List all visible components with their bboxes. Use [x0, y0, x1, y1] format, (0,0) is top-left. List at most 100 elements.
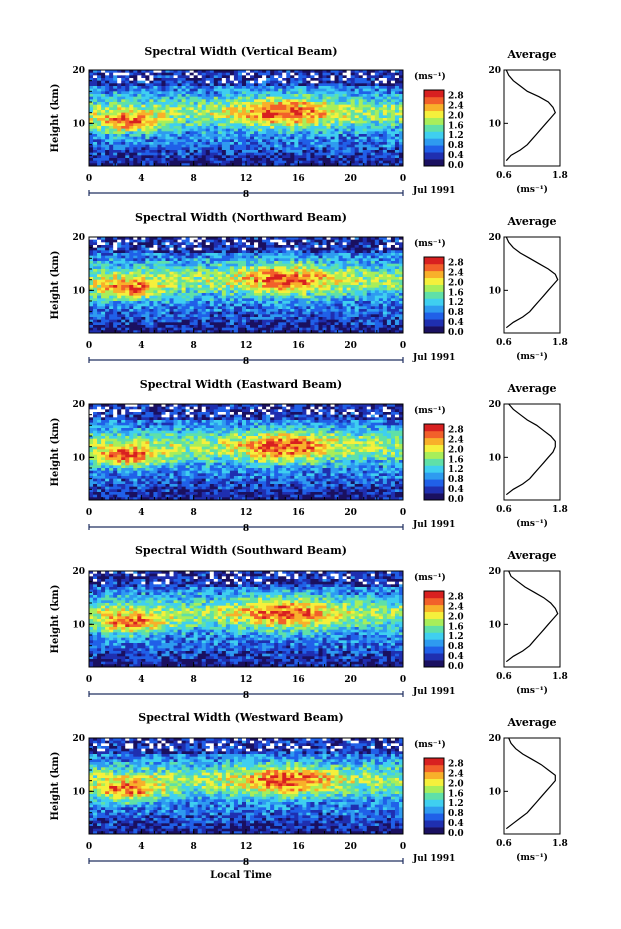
heatmap-cell	[113, 247, 118, 251]
heatmap-cell	[213, 290, 219, 294]
heatmap-cell	[133, 104, 138, 108]
heatmap-cell	[125, 126, 130, 130]
heatmap-cell	[117, 144, 122, 148]
heatmap-cell	[258, 144, 263, 148]
heatmap-cell	[157, 139, 162, 143]
heatmap-cell	[250, 75, 255, 79]
heatmap-cell	[153, 274, 158, 278]
heatmap-cell	[366, 253, 372, 257]
time-tick-label: 4	[138, 174, 144, 184]
heatmap-cell	[149, 269, 154, 273]
heatmap-cell	[197, 99, 203, 103]
heatmap-cell	[133, 269, 138, 273]
heatmap-cell	[117, 142, 122, 146]
heatmap-cell	[386, 147, 392, 151]
heatmap-cell	[358, 163, 364, 167]
heatmap-cell	[177, 261, 182, 265]
heatmap-cell	[181, 78, 187, 82]
heatmap-cell	[105, 245, 110, 249]
heatmap-cell	[225, 99, 231, 103]
heatmap-cell	[93, 293, 98, 297]
heatmap-cell	[101, 155, 106, 159]
heatmap-cell	[290, 279, 295, 283]
heatmap-cell	[137, 250, 142, 254]
heatmap-cell	[125, 237, 130, 241]
heatmap-cell	[229, 293, 235, 297]
heatmap-cell	[250, 277, 255, 281]
heatmap-cell	[109, 255, 114, 259]
heatmap-cell	[282, 150, 287, 154]
heatmap-cell	[366, 131, 372, 135]
heatmap-cell	[330, 155, 335, 159]
heatmap-cell	[213, 86, 219, 90]
heatmap-cell	[105, 266, 110, 270]
heatmap-cell	[250, 303, 255, 307]
heatmap-cell	[217, 250, 223, 254]
heatmap-cell	[189, 242, 195, 246]
heatmap-cell	[189, 131, 195, 135]
heatmap-cell	[93, 88, 98, 92]
heatmap-cell	[282, 110, 287, 114]
heatmap-cell	[274, 287, 279, 291]
heatmap-cell	[262, 102, 267, 106]
heatmap-cell	[109, 152, 114, 156]
heatmap-cell	[382, 255, 388, 259]
heatmap-cell	[282, 144, 287, 148]
heatmap-cell	[157, 72, 162, 76]
heatmap-cell	[398, 290, 404, 294]
heatmap-cell	[137, 142, 142, 146]
heatmap-cell	[326, 112, 331, 116]
heatmap-cell	[201, 86, 207, 90]
heatmap-cell	[254, 78, 259, 82]
heatmap-cell	[258, 263, 263, 267]
heatmap-cell	[221, 163, 227, 167]
heatmap-cell	[390, 258, 396, 262]
heatmap-cell	[205, 136, 211, 140]
heatmap-cell	[254, 70, 259, 74]
heatmap-cell	[362, 247, 368, 251]
heatmap-cell	[306, 247, 311, 251]
heatmap-cell	[129, 301, 134, 305]
heatmap-cell	[358, 263, 364, 267]
heatmap-cell	[233, 78, 239, 82]
heatmap-cell	[374, 266, 380, 270]
heatmap-cell	[149, 70, 154, 74]
heatmap-cell	[113, 306, 118, 310]
heatmap-cell	[165, 298, 170, 302]
heatmap-cell	[322, 88, 327, 92]
heatmap-cell	[278, 144, 283, 148]
heatmap-cell	[366, 139, 372, 143]
heatmap-cell	[109, 301, 114, 305]
heatmap-cell	[161, 88, 166, 92]
heatmap-cell	[93, 290, 98, 294]
heatmap-cell	[217, 107, 223, 111]
heatmap-cell	[181, 263, 187, 267]
heatmap-cell	[125, 255, 130, 259]
heatmap-cell	[314, 279, 319, 283]
heatmap-cell	[334, 155, 339, 159]
heatmap-cell	[366, 303, 372, 307]
heatmap-cell	[125, 131, 130, 135]
heatmap-cell	[322, 258, 327, 262]
heatmap-cell	[97, 263, 102, 267]
heatmap-cell	[322, 271, 327, 275]
heatmap-cell	[201, 163, 207, 167]
heatmap-cell	[298, 152, 303, 156]
heatmap-cell	[145, 282, 150, 286]
heatmap-cell	[221, 150, 227, 154]
heatmap-cell	[193, 110, 199, 114]
heatmap-cell	[370, 239, 376, 243]
heatmap-cell	[185, 104, 191, 108]
heatmap-cell	[125, 107, 130, 111]
heatmap-cell	[286, 136, 291, 140]
heatmap-cell	[290, 110, 295, 114]
heatmap-cell	[386, 152, 392, 156]
heatmap-cell	[270, 285, 275, 289]
heatmap-cell	[322, 247, 327, 251]
heatmap-cell	[358, 126, 364, 130]
heatmap-cell	[290, 242, 295, 246]
heatmap-cell	[113, 277, 118, 281]
heatmap-cell	[386, 287, 392, 291]
heatmap-cell	[262, 287, 267, 291]
heatmap-cell	[346, 306, 352, 310]
